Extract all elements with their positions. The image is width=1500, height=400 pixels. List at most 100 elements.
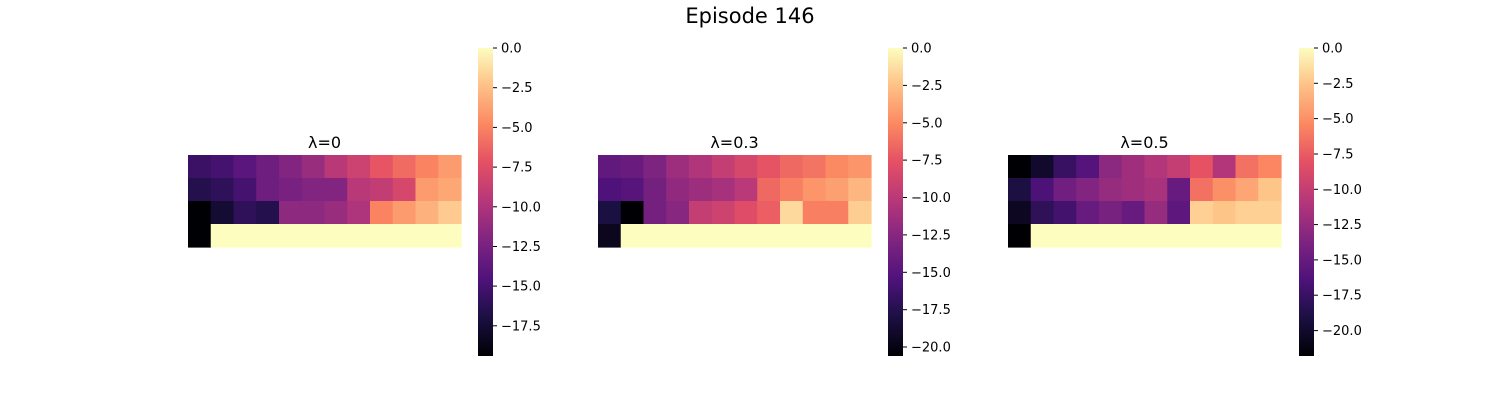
heatmap-2-cell-r3-c0 xyxy=(598,224,622,248)
heatmap-2-cell-r3-c10 xyxy=(825,224,849,248)
heatmap-3-cell-r1-c11 xyxy=(1258,178,1282,202)
colorbar-2-tick-label: −7.5 xyxy=(911,154,943,169)
heatmap-3-cell-r0-c7 xyxy=(1167,155,1191,179)
colorbar-2 xyxy=(888,48,903,356)
colorbar-1-tick-label: −10.0 xyxy=(501,200,541,215)
heatmap-2-cell-r3-c4 xyxy=(689,224,713,248)
colorbar-3-tick-label: −12.5 xyxy=(1322,218,1362,233)
colorbar-1-tick-label: −5.0 xyxy=(501,121,533,136)
heatmap-1-cell-r2-c9 xyxy=(392,201,417,225)
heatmap-3-cell-r3-c0 xyxy=(1008,224,1032,248)
heatmap-3-cell-r2-c10 xyxy=(1235,201,1259,225)
heatmap-1-cell-r0-c1 xyxy=(210,155,235,179)
heatmap-2-cell-r1-c5 xyxy=(711,178,736,202)
heatmap-2-cell-r1-c6 xyxy=(734,178,758,202)
heatmap-1-cell-r0-c3 xyxy=(256,155,280,179)
heatmap-2-cell-r2-c4 xyxy=(689,201,713,225)
colorbar-1-tick-label: −12.5 xyxy=(501,240,541,255)
colorbar-2-tick-label: −5.0 xyxy=(911,116,943,131)
heatmap-2-cell-r0-c5 xyxy=(711,155,736,179)
heatmap-2-cell-r3-c2 xyxy=(643,224,667,248)
heatmap-2-cell-r1-c9 xyxy=(802,178,827,202)
heatmap-3-cell-r3-c10 xyxy=(1235,224,1259,248)
heatmap-2-cell-r2-c5 xyxy=(711,201,736,225)
heatmap-1-cell-r2-c1 xyxy=(210,201,235,225)
heatmap-1-cell-r1-c5 xyxy=(301,178,326,202)
heatmap-2-cell-r2-c10 xyxy=(825,201,849,225)
colorbar-1-tick-label: −2.5 xyxy=(501,81,533,96)
colorbar-1-tick-label: −17.5 xyxy=(501,319,541,334)
colorbar-3-tick-label: −15.0 xyxy=(1322,253,1362,268)
heatmap-3-cell-r3-c4 xyxy=(1099,224,1123,248)
heatmap-2-cell-r2-c1 xyxy=(620,201,645,225)
heatmap-1-cell-r3-c10 xyxy=(415,224,439,248)
heatmap-2-title: λ=0.3 xyxy=(710,133,758,152)
heatmap-1-cell-r3-c0 xyxy=(188,224,212,248)
colorbar-3-tick-label: −20.0 xyxy=(1322,324,1362,339)
heatmap-3-cell-r0-c2 xyxy=(1053,155,1077,179)
heatmap-1-title: λ=0 xyxy=(308,133,341,152)
heatmap-3-cell-r0-c4 xyxy=(1099,155,1123,179)
heatmap-1-cell-r2-c7 xyxy=(347,201,371,225)
heatmap-3-cell-r2-c6 xyxy=(1144,201,1168,225)
colorbar-2-tick-label: −10.0 xyxy=(911,191,951,206)
heatmap-1-cell-r2-c3 xyxy=(256,201,280,225)
heatmap-3-cell-r1-c5 xyxy=(1121,178,1146,202)
heatmap-3-cell-r2-c0 xyxy=(1008,201,1032,225)
heatmap-3-cell-r3-c6 xyxy=(1144,224,1168,248)
heatmap-3-cell-r0-c3 xyxy=(1076,155,1100,179)
heatmap-3-cell-r1-c6 xyxy=(1144,178,1168,202)
heatmap-2-cell-r0-c6 xyxy=(734,155,758,179)
heatmap-1-cell-r1-c11 xyxy=(438,178,462,202)
colorbar-3-tick-label: 0.0 xyxy=(1322,42,1343,57)
colorbar-2-tick-label: −15.0 xyxy=(911,266,951,281)
heatmap-3-cell-r0-c6 xyxy=(1144,155,1168,179)
heatmap-2-cell-r1-c11 xyxy=(848,178,872,202)
heatmap-1-cell-r2-c2 xyxy=(233,201,257,225)
heatmap-3-title: λ=0.5 xyxy=(1120,133,1168,152)
heatmap-3-cell-r1-c1 xyxy=(1030,178,1055,202)
heatmap-2-cell-r3-c11 xyxy=(848,224,872,248)
heatmap-1-cell-r3-c4 xyxy=(279,224,303,248)
heatmap-3-cell-r0-c0 xyxy=(1008,155,1032,179)
heatmap-2-cell-r3-c8 xyxy=(780,224,804,248)
heatmap-1-cell-r0-c8 xyxy=(370,155,394,179)
heatmap-1-cell-r0-c0 xyxy=(188,155,212,179)
heatmap-2-cell-r0-c0 xyxy=(598,155,622,179)
heatmap-1-cell-r2-c5 xyxy=(301,201,326,225)
colorbar-3-tick-label: −2.5 xyxy=(1322,77,1354,92)
heatmap-3-cell-r1-c0 xyxy=(1008,178,1032,202)
heatmap-2-cell-r1-c2 xyxy=(643,178,667,202)
colorbar-1-tick-label: −7.5 xyxy=(501,161,533,176)
colorbar-2-tick-label: 0.0 xyxy=(911,42,932,57)
colorbar-3 xyxy=(1299,48,1314,356)
colorbar-2-tick-label: −20.0 xyxy=(911,341,951,356)
colorbar-3-tick-label: −17.5 xyxy=(1322,289,1362,304)
heatmap-1-cell-r3-c9 xyxy=(392,224,417,248)
heatmap-3-cell-r2-c5 xyxy=(1121,201,1146,225)
heatmap-2-cell-r2-c11 xyxy=(848,201,872,225)
heatmap-3-cell-r2-c3 xyxy=(1076,201,1100,225)
heatmap-3-cell-r3-c8 xyxy=(1190,224,1214,248)
heatmap-2-cell-r2-c3 xyxy=(666,201,690,225)
heatmap-2-cell-r0-c2 xyxy=(643,155,667,179)
heatmap-3-cell-r1-c3 xyxy=(1076,178,1100,202)
heatmap-1-cell-r0-c10 xyxy=(415,155,439,179)
heatmap-3-cell-r2-c11 xyxy=(1258,201,1282,225)
heatmap-3-cell-r0-c5 xyxy=(1121,155,1146,179)
heatmap-1-cell-r3-c2 xyxy=(233,224,257,248)
heatmap-1-cell-r1-c7 xyxy=(347,178,371,202)
heatmap-1-cell-r0-c7 xyxy=(347,155,371,179)
colorbar-3-tick-label: −5.0 xyxy=(1322,112,1354,127)
heatmap-3-cell-r2-c8 xyxy=(1190,201,1214,225)
heatmap-2-cell-r0-c10 xyxy=(825,155,849,179)
heatmap-3-cell-r3-c9 xyxy=(1212,224,1237,248)
heatmap-3-cell-r1-c4 xyxy=(1099,178,1123,202)
heatmap-2-cell-r2-c0 xyxy=(598,201,622,225)
heatmap-2-cell-r1-c1 xyxy=(620,178,645,202)
heatmap-3-cell-r2-c1 xyxy=(1030,201,1055,225)
heatmap-1-cell-r1-c3 xyxy=(256,178,280,202)
heatmap-2-cell-r2-c7 xyxy=(757,201,781,225)
